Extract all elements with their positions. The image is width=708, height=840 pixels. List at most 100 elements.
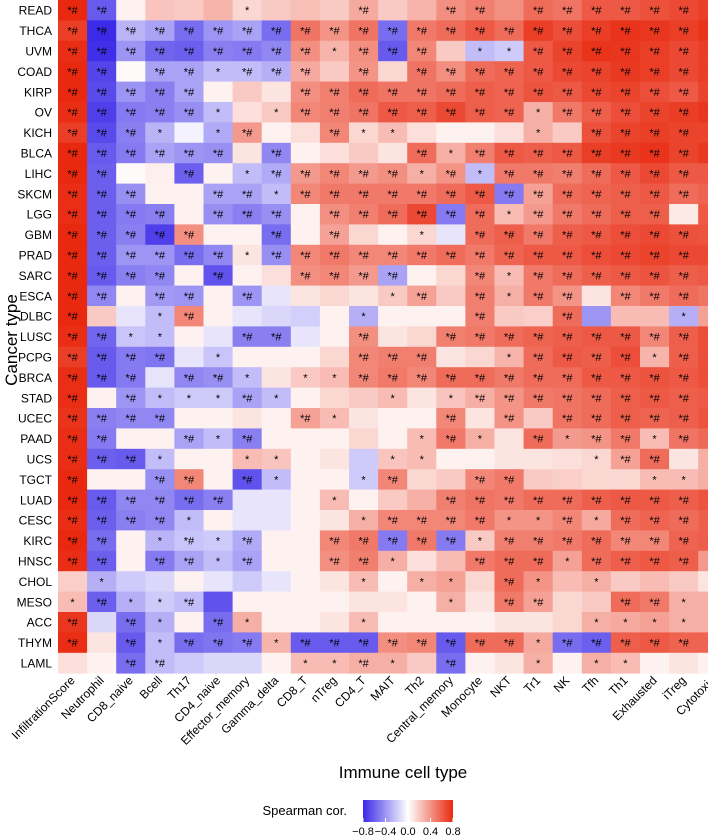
cell-significance-label: *# bbox=[67, 148, 78, 160]
cell-significance-label: * bbox=[391, 291, 396, 303]
heatmap-cell bbox=[203, 265, 233, 286]
heatmap-cell bbox=[378, 61, 408, 82]
heatmap-cell bbox=[349, 306, 379, 327]
heatmap-cell bbox=[610, 346, 641, 368]
heatmap-cell bbox=[552, 367, 583, 388]
heatmap-cell bbox=[378, 102, 408, 123]
heatmap-cell bbox=[552, 306, 583, 327]
cell-significance-label: *# bbox=[504, 66, 515, 78]
heatmap-cell bbox=[581, 142, 612, 164]
heatmap-cell bbox=[523, 61, 554, 82]
heatmap-cell bbox=[494, 306, 524, 327]
heatmap-cell bbox=[640, 40, 670, 62]
cell-significance-label: *# bbox=[417, 291, 428, 303]
cell-significance-label: *# bbox=[562, 332, 573, 344]
heatmap-cell bbox=[436, 387, 466, 409]
heatmap-cell bbox=[145, 346, 175, 368]
cell-significance-label: *# bbox=[242, 209, 253, 221]
heatmap-cell bbox=[436, 632, 466, 654]
cell-significance-label: *# bbox=[475, 107, 486, 119]
cell-significance-label: * bbox=[507, 515, 512, 527]
heatmap-cell bbox=[494, 163, 524, 184]
heatmap-cell bbox=[640, 346, 670, 368]
x-tick-label: CD4_T bbox=[332, 673, 369, 710]
cell-significance-label: *# bbox=[678, 5, 689, 17]
heatmap-cell bbox=[261, 428, 292, 450]
cell-significance-label: *# bbox=[213, 372, 224, 384]
heatmap-cell bbox=[581, 652, 612, 674]
heatmap-cell bbox=[610, 510, 641, 531]
heatmap-cell bbox=[319, 530, 350, 552]
heatmap-cell bbox=[232, 387, 263, 409]
heatmap-cell bbox=[349, 591, 379, 613]
cell-significance-label: *# bbox=[678, 434, 689, 446]
heatmap-cell bbox=[116, 40, 146, 62]
y-tick-label: LIHC bbox=[25, 167, 53, 181]
heatmap-cell bbox=[523, 163, 554, 184]
heatmap-cell bbox=[349, 448, 379, 470]
heatmap-cell bbox=[581, 285, 612, 307]
heatmap-cell bbox=[669, 652, 699, 674]
cell-significance-label: *# bbox=[678, 230, 689, 242]
cell-significance-label: *# bbox=[155, 474, 166, 486]
cell-significance-label: * bbox=[536, 576, 541, 588]
heatmap-cell bbox=[610, 591, 641, 613]
heatmap-cell bbox=[494, 367, 524, 388]
cell-significance-label: * bbox=[507, 46, 512, 58]
heatmap-cell bbox=[261, 591, 292, 613]
heatmap-cell bbox=[87, 530, 117, 552]
cell-significance-label: *# bbox=[533, 291, 544, 303]
heatmap-cell bbox=[669, 224, 699, 246]
cell-significance-label: *# bbox=[649, 372, 660, 384]
legend-tick-label: −0.8 bbox=[352, 826, 374, 838]
heatmap-cell bbox=[494, 632, 524, 654]
cell-significance-label: *# bbox=[67, 128, 78, 140]
heatmap-cell bbox=[494, 285, 524, 307]
significance-labels: *# *# * *# *# *# *# *# *# *# *# *# *# *# *# *# *# *# *# *# *… bbox=[67, 5, 708, 670]
heatmap-cell bbox=[174, 510, 204, 531]
cell-significance-label: *# bbox=[533, 332, 544, 344]
heatmap-cell bbox=[58, 326, 88, 348]
legend-tick-label: −0.4 bbox=[375, 826, 397, 838]
heatmap-cell bbox=[232, 244, 263, 266]
heatmap-cell bbox=[319, 612, 350, 633]
cell-significance-label: *# bbox=[678, 352, 689, 364]
heatmap-cell bbox=[407, 326, 437, 348]
heatmap-cell bbox=[610, 469, 641, 490]
heatmap-cell bbox=[145, 510, 175, 531]
heatmap-cell bbox=[58, 489, 88, 511]
cell-significance-label: *# bbox=[67, 87, 78, 99]
y-tick-label: READ bbox=[19, 4, 53, 18]
cell-significance-label: *# bbox=[678, 66, 689, 78]
heatmap-cell bbox=[465, 183, 495, 205]
heatmap-cell bbox=[232, 489, 263, 511]
cell-significance-label: *# bbox=[126, 454, 137, 466]
cell-significance-label: * bbox=[245, 250, 250, 262]
heatmap-cell bbox=[669, 285, 699, 307]
heatmap-cell bbox=[116, 306, 146, 327]
heatmap-cell bbox=[319, 204, 350, 225]
cell-significance-label: *# bbox=[475, 26, 486, 38]
y-tick-label: LUAD bbox=[20, 493, 52, 507]
heatmap-cell bbox=[494, 408, 524, 429]
heatmap-cell bbox=[58, 61, 88, 82]
cell-significance-label: *# bbox=[358, 46, 369, 58]
cell-significance-label: *# bbox=[562, 168, 573, 180]
cell-significance-label: * bbox=[245, 617, 250, 629]
heatmap-cell bbox=[407, 428, 437, 450]
heatmap-cell bbox=[203, 0, 233, 21]
cell-significance-label: *# bbox=[126, 26, 137, 38]
heatmap-cell bbox=[610, 408, 641, 429]
heatmap-cell bbox=[290, 183, 321, 205]
heatmap-cell bbox=[203, 469, 233, 490]
cell-significance-label: *# bbox=[271, 332, 282, 344]
cell-significance-label: *# bbox=[67, 230, 78, 242]
cell-significance-label: *# bbox=[329, 26, 340, 38]
cell-significance-label: *# bbox=[649, 413, 660, 425]
cell-significance-label: * bbox=[623, 658, 628, 670]
cell-significance-label: *# bbox=[475, 230, 486, 242]
cell-significance-label: *# bbox=[358, 168, 369, 180]
cell-significance-label: * bbox=[536, 658, 541, 670]
cell-significance-label: * bbox=[507, 270, 512, 282]
heatmap-cell bbox=[436, 285, 466, 307]
